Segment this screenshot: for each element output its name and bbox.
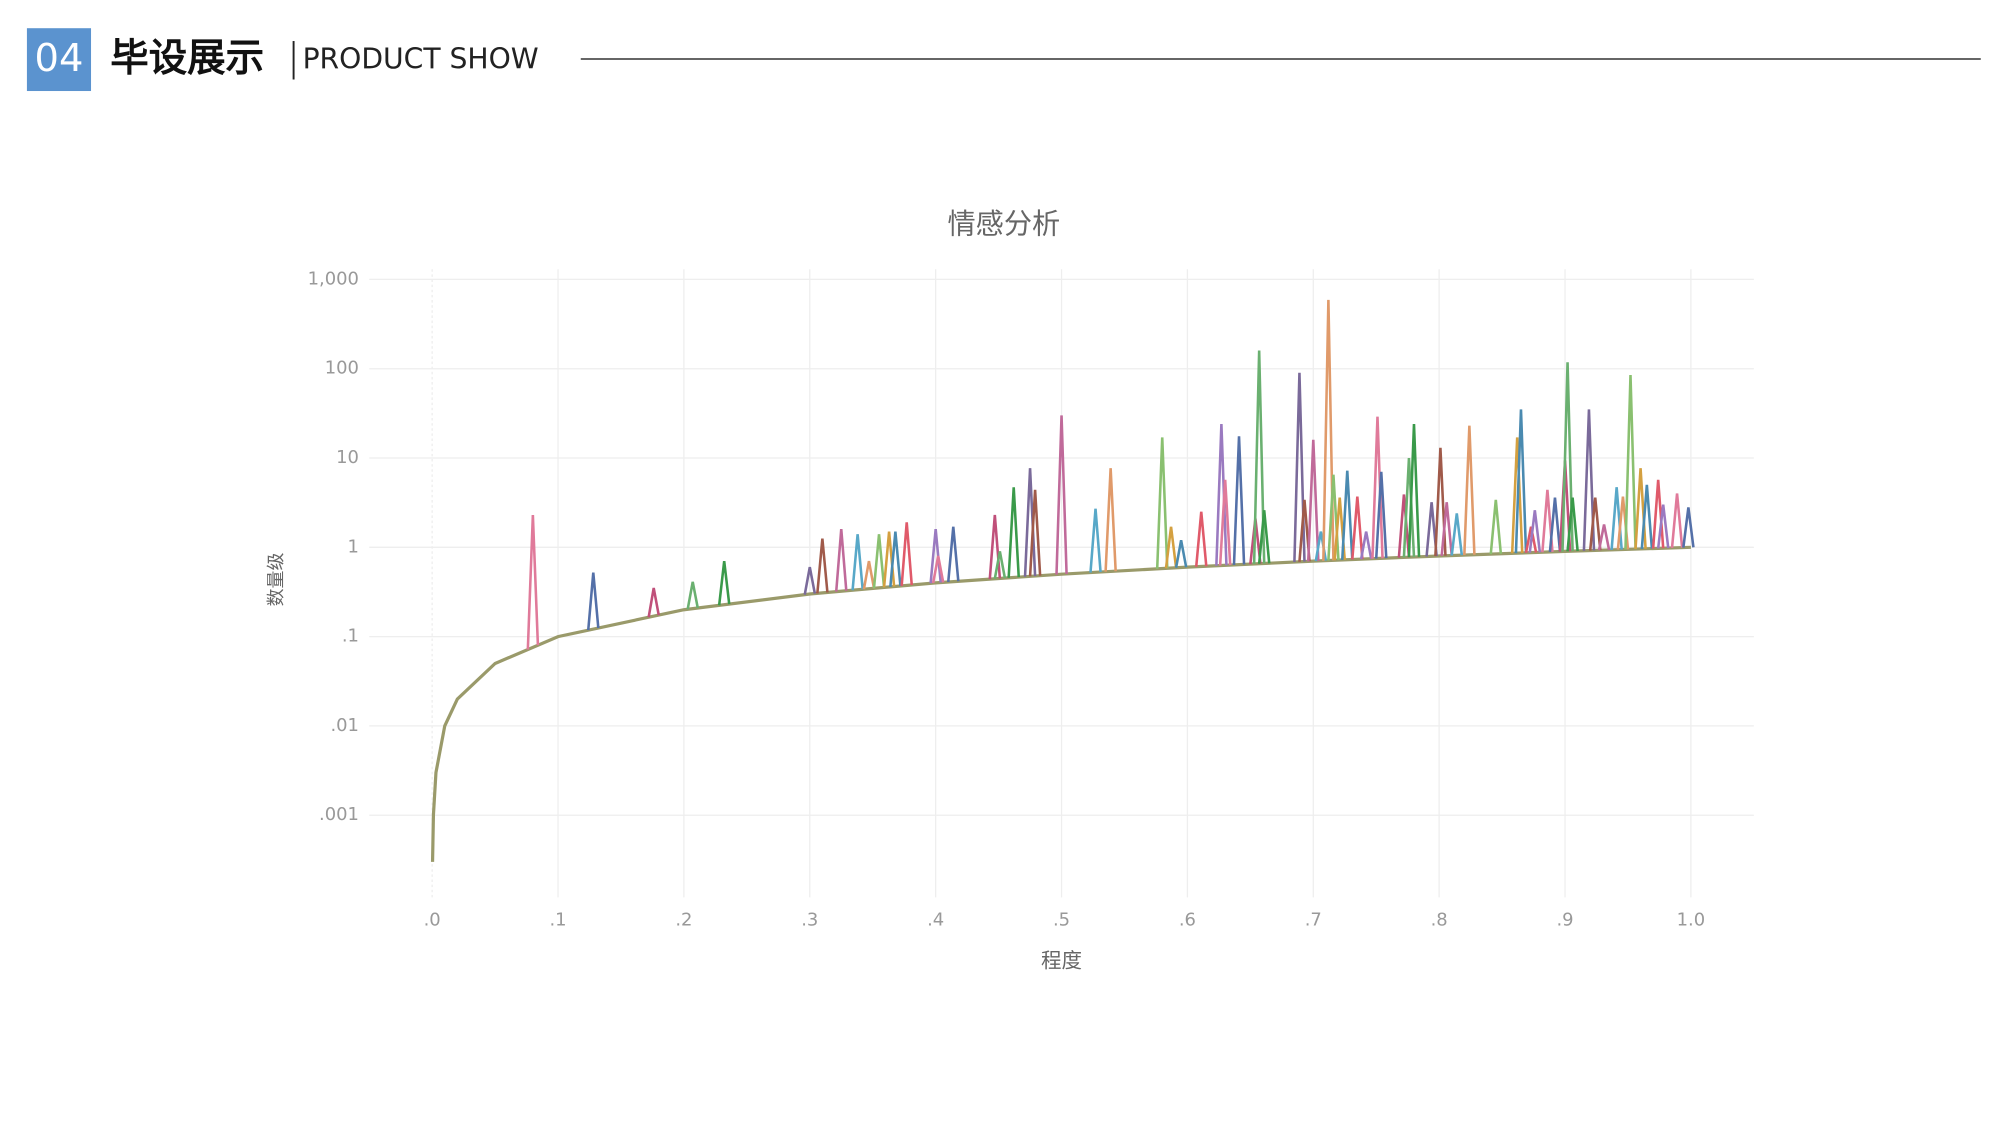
spike bbox=[647, 587, 661, 618]
spike bbox=[1306, 439, 1320, 562]
spike bbox=[1463, 425, 1476, 556]
spike bbox=[1194, 511, 1208, 567]
y-axis-label: 数量级 bbox=[266, 553, 287, 607]
spike bbox=[816, 538, 829, 594]
y-tick-label: .1 bbox=[342, 626, 359, 647]
spike bbox=[526, 514, 540, 650]
x-tick-label: .4 bbox=[927, 910, 944, 931]
y-tick-label: .01 bbox=[330, 715, 359, 736]
x-tick-label: .1 bbox=[549, 910, 566, 931]
spike bbox=[1007, 487, 1021, 578]
spike bbox=[1524, 526, 1538, 554]
spike bbox=[946, 526, 960, 583]
y-tick-label: 10 bbox=[336, 447, 359, 468]
spike bbox=[834, 528, 848, 592]
spike bbox=[1450, 513, 1464, 556]
y-tick-label: 1,000 bbox=[308, 268, 359, 289]
spike bbox=[1597, 524, 1611, 551]
x-tick-label: .7 bbox=[1305, 910, 1322, 931]
spike bbox=[1434, 447, 1447, 557]
spike bbox=[1514, 409, 1528, 554]
x-tick-label: .2 bbox=[675, 910, 692, 931]
spike bbox=[1359, 531, 1373, 560]
y-tick-label: 1 bbox=[348, 536, 359, 557]
spike bbox=[1232, 436, 1246, 565]
spike bbox=[586, 572, 600, 631]
x-tick-label: .0 bbox=[424, 910, 441, 931]
y-tick-label: 100 bbox=[325, 358, 359, 379]
spike bbox=[1402, 457, 1416, 558]
spike bbox=[1351, 496, 1364, 560]
x-tick-label: 1.0 bbox=[1677, 910, 1706, 931]
spike bbox=[1218, 479, 1232, 566]
spike bbox=[1670, 493, 1684, 549]
spike bbox=[803, 566, 817, 595]
spike bbox=[1340, 470, 1354, 561]
chart-title: 情感分析 bbox=[947, 208, 1060, 241]
spike bbox=[1174, 540, 1188, 568]
spike bbox=[889, 531, 902, 587]
spike bbox=[1257, 510, 1271, 564]
spike bbox=[1656, 504, 1670, 549]
spike bbox=[1374, 471, 1388, 559]
spike bbox=[1371, 416, 1384, 559]
section-subtitle: PRODUCT SHOW bbox=[303, 42, 539, 75]
x-axis-label: 程度 bbox=[1041, 949, 1082, 973]
section-number: 04 bbox=[35, 36, 84, 81]
x-tick-label: .5 bbox=[1053, 910, 1070, 931]
spike bbox=[1489, 499, 1503, 555]
y-tick-label: .001 bbox=[319, 804, 359, 825]
chart: 情感分析 程度 数量级 .001 .01 .1 1 10 100 1,000 .0 .1 .2 .3… bbox=[266, 208, 1754, 973]
spike bbox=[1566, 497, 1579, 552]
spike bbox=[1215, 424, 1228, 566]
spike bbox=[1322, 299, 1335, 561]
spike bbox=[1055, 415, 1068, 575]
spike bbox=[872, 534, 886, 589]
x-tick-label: .8 bbox=[1431, 910, 1448, 931]
section-title: 毕设展示 bbox=[110, 36, 264, 81]
spike bbox=[1582, 409, 1596, 551]
spike bbox=[993, 551, 1007, 580]
number-box bbox=[26, 28, 92, 92]
x-tick-label: .9 bbox=[1556, 910, 1573, 931]
x-tick-label: .6 bbox=[1179, 910, 1196, 931]
spike bbox=[1548, 497, 1562, 553]
spike bbox=[1252, 350, 1266, 564]
spike bbox=[1588, 497, 1602, 551]
x-tick-label: .3 bbox=[801, 910, 818, 931]
spike bbox=[862, 560, 876, 590]
spike bbox=[1640, 484, 1654, 550]
spike bbox=[1104, 468, 1117, 572]
base-line bbox=[430, 545, 1691, 862]
spike bbox=[1164, 526, 1178, 569]
spike bbox=[900, 522, 914, 586]
spike bbox=[1407, 424, 1421, 558]
spike bbox=[1293, 372, 1306, 563]
spike bbox=[1155, 437, 1169, 569]
spike bbox=[1028, 489, 1042, 577]
spike bbox=[1624, 374, 1637, 550]
spike bbox=[686, 581, 700, 610]
spike bbox=[1397, 494, 1411, 558]
spike bbox=[931, 555, 945, 584]
spike bbox=[1528, 510, 1542, 553]
spike bbox=[1682, 507, 1695, 548]
spike bbox=[1440, 502, 1454, 556]
spike bbox=[1510, 437, 1524, 554]
spike bbox=[1089, 508, 1102, 573]
spike bbox=[717, 560, 731, 606]
spike bbox=[1561, 362, 1574, 552]
spike bbox=[851, 534, 864, 591]
